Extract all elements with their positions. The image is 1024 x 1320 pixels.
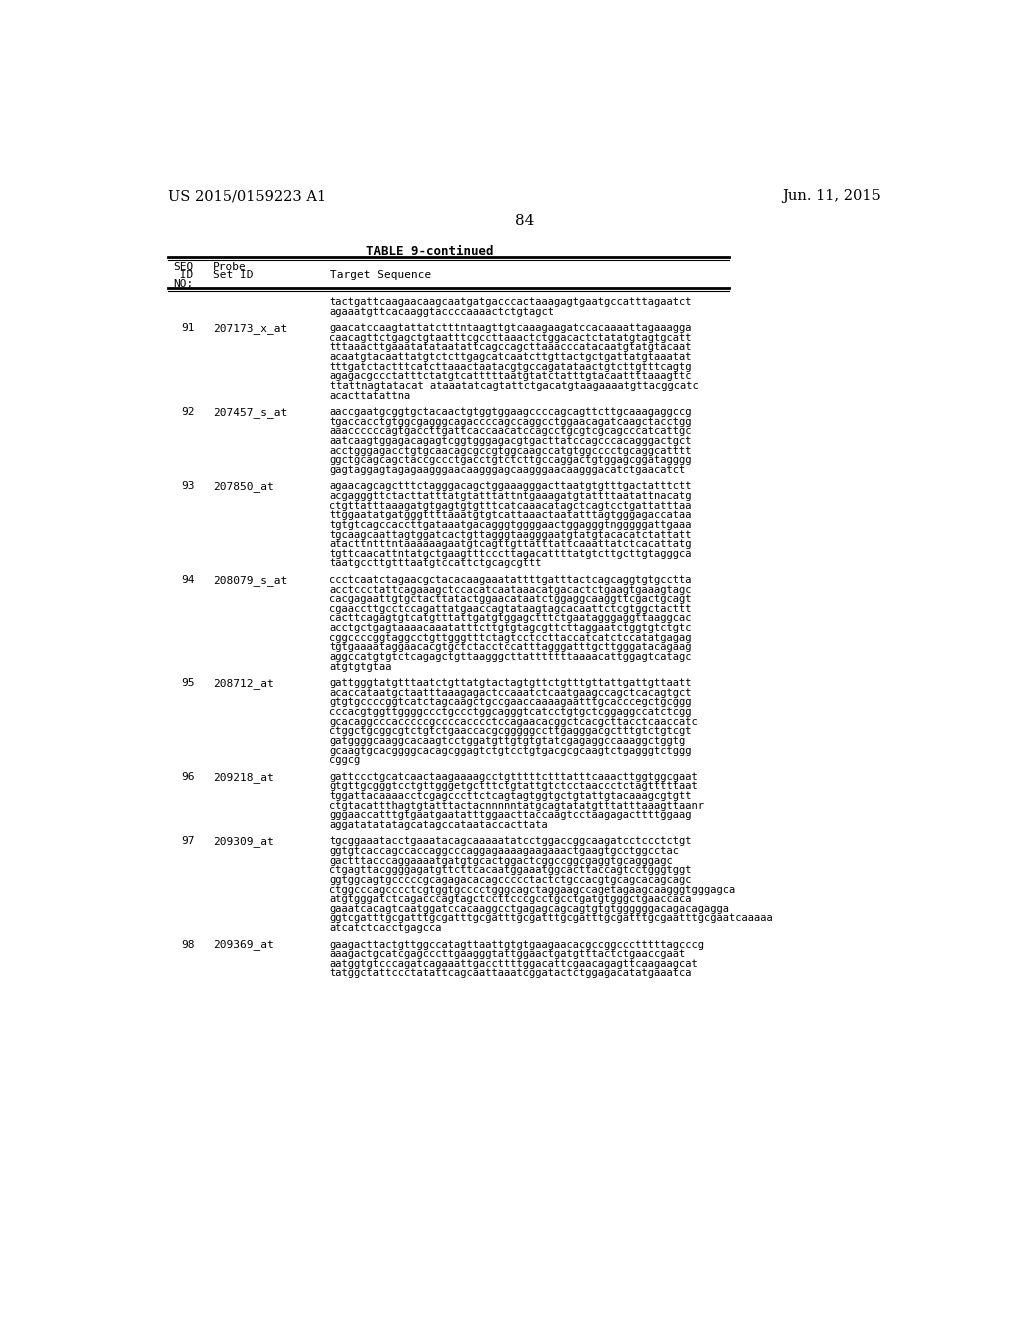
Text: Set ID: Set ID (213, 271, 254, 280)
Text: agagacgccctatttctatgtcatttttaatgtatctatttgtacaattttaaagttc: agagacgccctatttctatgtcatttttaatgtatctatt… (330, 371, 692, 381)
Text: ggtggcagtgcccccgcagagacacagccccctactctgccacgtgcagcacagcagc: ggtggcagtgcccccgcagagacacagccccctactctgc… (330, 875, 692, 884)
Text: cgaaccttgcctccagattatgaaccagtataagtagcacaattctcgtggctacttt: cgaaccttgcctccagattatgaaccagtataagtagcac… (330, 603, 692, 614)
Text: NO:: NO: (173, 279, 194, 289)
Text: 207173_x_at: 207173_x_at (213, 323, 288, 334)
Text: ctgttatttaaagatgtgagtgtgtttcatcaaacatagctcagtcctgattatttaa: ctgttatttaaagatgtgagtgtgtttcatcaaacatagc… (330, 500, 692, 511)
Text: gattccctgcatcaactaagaaaagcctgtttttctttatttcaaacttggtggcgaat: gattccctgcatcaactaagaaaagcctgtttttctttat… (330, 772, 698, 781)
Text: aaaccccccagtgaccttgattcaccaacatccagcctgcgtcgcagcccatcattgc: aaaccccccagtgaccttgattcaccaacatccagcctgc… (330, 426, 692, 437)
Text: ttattnagtatacat ataaatatcagtattctgacatgtaagaaaatgttacggcatc: ttattnagtatacat ataaatatcagtattctgacatgt… (330, 381, 698, 391)
Text: gcacaggcccacccccgccccacccctccagaacacggctcacgcttacctcaaccatc: gcacaggcccacccccgccccacccctccagaacacggct… (330, 717, 698, 726)
Text: gaagacttactgttggccatagttaattgtgtgaagaacacgccggccctttttagcccg: gaagacttactgttggccatagttaattgtgtgaagaaca… (330, 940, 705, 949)
Text: 94: 94 (181, 576, 195, 585)
Text: gaaatcacagtcaatggatccacaaggcctgagagcagcagtgtgtggggggacagacagagga: gaaatcacagtcaatggatccacaaggcctgagagcagca… (330, 904, 729, 913)
Text: tggattacaaaacctcgagcccttctcagtagtggtgctgtattgtacaaagcgtgtt: tggattacaaaacctcgagcccttctcagtagtggtgctg… (330, 791, 692, 801)
Text: gactttacccaggaaaatgatgtgcactggactcggccggcgaggtgcagggagc: gactttacccaggaaaatgatgtgcactggactcggccgg… (330, 855, 673, 866)
Text: aaagactgcatcgagcccttgaagggtattggaactgatgtttactctgaaccgaat: aaagactgcatcgagcccttgaagggtattggaactgatg… (330, 949, 686, 960)
Text: atgtgggatctcagacccagtagctccttcccgcctgcctgatgtgggctgaaccaca: atgtgggatctcagacccagtagctccttcccgcctgcct… (330, 894, 692, 904)
Text: ID: ID (173, 271, 194, 280)
Text: atgtgtgtaa: atgtgtgtaa (330, 661, 392, 672)
Text: ccctcaatctagaacgctacacaagaaatattttgatttactcagcaggtgtgcctta: ccctcaatctagaacgctacacaagaaatattttgattta… (330, 576, 692, 585)
Text: aatggtgtcccagatcagaaattgaccttttggacattcgaacagagttcaagaagcat: aatggtgtcccagatcagaaattgaccttttggacattcg… (330, 958, 698, 969)
Text: SEQ: SEQ (173, 261, 194, 272)
Text: agaaatgttcacaaggtaccccaaaactctgtagct: agaaatgttcacaaggtaccccaaaactctgtagct (330, 306, 555, 317)
Text: tttaaacttgaaatatataatattcagccagcttaaacccatacaatgtatgtacaat: tttaaacttgaaatatataatattcagccagcttaaaccc… (330, 342, 692, 352)
Text: aggccatgtgtctcagagctgttaagggcttatttttttaaaacattggagtcatagc: aggccatgtgtctcagagctgttaagggcttattttttta… (330, 652, 692, 661)
Text: 208712_at: 208712_at (213, 678, 274, 689)
Text: gatggggcaaggcacaagtcctggatgttgtgtgtatcgagaggccaaaggctggtg: gatggggcaaggcacaagtcctggatgttgtgtgtatcga… (330, 737, 686, 746)
Text: 93: 93 (181, 482, 195, 491)
Text: 97: 97 (181, 837, 195, 846)
Text: tgcaagcaattagtggatcactgttagggtaagggaatgtatgtacacatctattatt: tgcaagcaattagtggatcactgttagggtaagggaatgt… (330, 529, 692, 540)
Text: gtgtgccccggtcatctagcaagctgccgaaccaaaagaatttgcacccegctgcggg: gtgtgccccggtcatctagcaagctgccgaaccaaaagaa… (330, 697, 692, 708)
Text: atacttntttntaaaaaagaatgtcagttgttatttattcaaattatctcacattatg: atacttntttntaaaaaagaatgtcagttgttatttattc… (330, 539, 692, 549)
Text: TABLE 9-continued: TABLE 9-continued (367, 246, 494, 259)
Text: 207850_at: 207850_at (213, 482, 274, 492)
Text: 209309_at: 209309_at (213, 837, 274, 847)
Text: 84: 84 (515, 214, 535, 228)
Text: Target Sequence: Target Sequence (330, 271, 431, 280)
Text: ttggaatatgatgggttttaaatgtgtcattaaactaatatttagtgggagaccataa: ttggaatatgatgggttttaaatgtgtcattaaactaata… (330, 511, 692, 520)
Text: gtgttgcgggtcctgttgggetgctttctgtattgtctcctaaccctctagtttttaat: gtgttgcgggtcctgttgggetgctttctgtattgtctcc… (330, 781, 698, 791)
Text: tgtgaaaataggaacacgtgctctacctccatttagggatttgcttgggatacagaag: tgtgaaaataggaacacgtgctctacctccatttagggat… (330, 643, 692, 652)
Text: acacttatattna: acacttatattna (330, 391, 411, 400)
Text: ctggcccagcccctcgtggtgcccctgggcagctaggaagccagetagaagcaagggtgggagca: ctggcccagcccctcgtggtgcccctgggcagctaggaag… (330, 884, 736, 895)
Text: aatcaagtggagacagagtcggtgggagacgtgacttatccagcccacagggactgct: aatcaagtggagacagagtcggtgggagacgtgacttatc… (330, 436, 692, 446)
Text: 98: 98 (181, 940, 195, 949)
Text: 96: 96 (181, 772, 195, 781)
Text: ggctgcagcagctaccgccctgacctgtctcttgccaggactgtggagcggatagggg: ggctgcagcagctaccgccctgacctgtctcttgccagga… (330, 455, 692, 465)
Text: gggaaccatttgtgaatgaatatttggaacttaccaagtcctaagagacttttggaag: gggaaccatttgtgaatgaatatttggaacttaccaagtc… (330, 810, 692, 820)
Text: tgcggaaatacctgaaatacagcaaaaatatcctggaccggcaagatcctccctctgt: tgcggaaatacctgaaatacagcaaaaatatcctggaccg… (330, 837, 692, 846)
Text: atcatctcacctgagcca: atcatctcacctgagcca (330, 923, 442, 933)
Text: cacttcagagtgtcatgtttattgatgtggagctttctgaatagggaggttaaggcac: cacttcagagtgtcatgtttattgatgtggagctttctga… (330, 614, 692, 623)
Text: ctgagttacggggagatgttcttcacaatggaaatggcacttaccagtcctgggtggt: ctgagttacggggagatgttcttcacaatggaaatggcac… (330, 866, 692, 875)
Text: ctggctgcggcgtctgtctgaaccacgcgggggccttgagggacgctttgtctgtcgt: ctggctgcggcgtctgtctgaaccacgcgggggccttgag… (330, 726, 692, 737)
Text: acaatgtacaattatgtctcttgagcatcaatcttgttactgctgattatgtaaatat: acaatgtacaattatgtctcttgagcatcaatcttgttac… (330, 352, 692, 362)
Text: acaccataatgctaatttaaagagactccaaatctcaatgaagccagctcacagtgct: acaccataatgctaatttaaagagactccaaatctcaatg… (330, 688, 692, 698)
Text: 207457_s_at: 207457_s_at (213, 407, 288, 418)
Text: acctccctattcagaaagctccacatcaataaacatgacactctgaagtgaaagtagc: acctccctattcagaaagctccacatcaataaacatgaca… (330, 585, 692, 594)
Text: cggcg: cggcg (330, 755, 360, 766)
Text: Jun. 11, 2015: Jun. 11, 2015 (782, 189, 882, 203)
Text: tatggctattccctatattcagcaattaaatcggatactctggagacatatgaaatca: tatggctattccctatattcagcaattaaatcggatactc… (330, 969, 692, 978)
Text: gaacatccaagtattatctttntaagttgtcaaagaagatccacaaaattagaaagga: gaacatccaagtattatctttntaagttgtcaaagaagat… (330, 323, 692, 333)
Text: agaacagcagctttctagggacagctggaaagggacttaatgtgtttgactatttctt: agaacagcagctttctagggacagctggaaagggacttaa… (330, 482, 692, 491)
Text: aggatatatatagcatagccataataccacttata: aggatatatatagcatagccataataccacttata (330, 820, 548, 830)
Text: tgttcaacattntatgctgaagtttcccttagacattttatgtcttgcttgtagggca: tgttcaacattntatgctgaagtttcccttagacatttta… (330, 549, 692, 558)
Text: acgagggttctacttatttatgtatttattntgaaagatgtattttaatattnacatg: acgagggttctacttatttatgtatttattntgaaagatg… (330, 491, 692, 502)
Text: ggtcgatttgcgatttgcgatttgcgatttgcgatttgcgatttgcgatttgcgaatttgcgaatcaaaaa: ggtcgatttgcgatttgcgatttgcgatttgcgatttgcg… (330, 913, 773, 924)
Text: acctgggagacctgtgcaacagcgccgtggcaagccatgtggcccctgcaggcatttt: acctgggagacctgtgcaacagcgccgtggcaagccatgt… (330, 446, 692, 455)
Text: 208079_s_at: 208079_s_at (213, 576, 288, 586)
Text: gagtaggagtagagaagggaacaagggagcaagggaacaagggacatctgaacatct: gagtaggagtagagaagggaacaagggagcaagggaacaa… (330, 465, 686, 475)
Text: ggtgtcaccagccaccaggcccaggagaaaagaagaaactgaagtgcctggcctac: ggtgtcaccagccaccaggcccaggagaaaagaagaaact… (330, 846, 680, 855)
Text: Probe: Probe (213, 261, 247, 272)
Text: cggccccggtaggcctgttgggtttctagtcctccttaccatcatctccatatgagag: cggccccggtaggcctgttgggtttctagtcctccttacc… (330, 632, 692, 643)
Text: cacgagaattgtgctacttatactggaacataatctggaggcaaggttcgactgcagt: cacgagaattgtgctacttatactggaacataatctggag… (330, 594, 692, 605)
Text: taatgccttgtttaatgtccattctgcagcgttt: taatgccttgtttaatgtccattctgcagcgttt (330, 558, 542, 569)
Text: acctgctgagtaaaacaaatatttcttgtgtagcgttcttaggaatctggtgtctgtc: acctgctgagtaaaacaaatatttcttgtgtagcgttctt… (330, 623, 692, 634)
Text: cccacgtggttggggccctgccctggcagggtcatcctgtgctcggaggccatctcgg: cccacgtggttggggccctgccctggcagggtcatcctgt… (330, 708, 692, 717)
Text: US 2015/0159223 A1: US 2015/0159223 A1 (168, 189, 327, 203)
Text: caacagttctgagctgtaatttcgccttaaactctggacactctatatgtagtgcatt: caacagttctgagctgtaatttcgccttaaactctggaca… (330, 333, 692, 343)
Text: gcaagtgcacggggcacagcggagtctgtcctgtgacgcgcaagtctgagggtctggg: gcaagtgcacggggcacagcggagtctgtcctgtgacgcg… (330, 746, 692, 755)
Text: gattgggtatgtttaatctgttatgtactagtgttctgtttgttattgattgttaatt: gattgggtatgtttaatctgttatgtactagtgttctgtt… (330, 678, 692, 688)
Text: tactgattcaagaacaagcaatgatgacccactaaagagtgaatgccatttagaatct: tactgattcaagaacaagcaatgatgacccactaaagagt… (330, 297, 692, 308)
Text: aaccgaatgcggtgctacaactgtggtggaagccccagcagttcttgcaaagaggccg: aaccgaatgcggtgctacaactgtggtggaagccccagca… (330, 407, 692, 417)
Text: 209218_at: 209218_at (213, 772, 274, 783)
Text: 209369_at: 209369_at (213, 940, 274, 950)
Text: 95: 95 (181, 678, 195, 688)
Text: tgaccacctgtggcgagggcagaccccagccaggcctggaacagatcaagctacctgg: tgaccacctgtggcgagggcagaccccagccaggcctgga… (330, 417, 692, 426)
Text: 92: 92 (181, 407, 195, 417)
Text: tttgatctactttcatcttaaactaatacgtgccagatataactgtcttgtttcagtg: tttgatctactttcatcttaaactaatacgtgccagatat… (330, 362, 692, 372)
Text: 91: 91 (181, 323, 195, 333)
Text: tgtgtcagccaccttgataaatgacagggtggggaactggagggtngggggattgaaa: tgtgtcagccaccttgataaatgacagggtggggaactgg… (330, 520, 692, 529)
Text: ctgtacattthagtgtatttactacnnnnntatgcagtatatgtttatttaaagttaanr: ctgtacattthagtgtatttactacnnnnntatgcagtat… (330, 800, 705, 810)
